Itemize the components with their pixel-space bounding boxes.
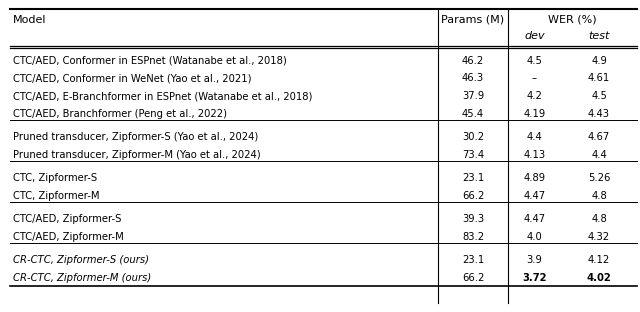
Text: 39.3: 39.3 bbox=[462, 214, 484, 224]
Text: 4.2: 4.2 bbox=[527, 91, 542, 101]
Text: 4.32: 4.32 bbox=[588, 232, 610, 242]
Text: 73.4: 73.4 bbox=[462, 150, 484, 160]
Text: 4.02: 4.02 bbox=[587, 273, 611, 283]
Text: 4.5: 4.5 bbox=[527, 56, 542, 66]
Text: 66.2: 66.2 bbox=[462, 191, 484, 201]
Text: 30.2: 30.2 bbox=[462, 132, 484, 142]
Text: CTC, Zipformer-M: CTC, Zipformer-M bbox=[13, 191, 99, 201]
Text: 3.9: 3.9 bbox=[527, 255, 542, 265]
Text: CTC/AED, E-Branchformer in ESPnet (Watanabe et al., 2018): CTC/AED, E-Branchformer in ESPnet (Watan… bbox=[13, 91, 312, 101]
Text: Params (M): Params (M) bbox=[442, 15, 504, 25]
Text: 4.0: 4.0 bbox=[527, 232, 542, 242]
Text: 4.43: 4.43 bbox=[588, 109, 610, 119]
Text: 4.8: 4.8 bbox=[591, 191, 607, 201]
Text: 46.2: 46.2 bbox=[462, 56, 484, 66]
Text: CR-CTC, Zipformer-M (ours): CR-CTC, Zipformer-M (ours) bbox=[13, 273, 151, 283]
Text: 4.4: 4.4 bbox=[527, 132, 542, 142]
Text: 4.61: 4.61 bbox=[588, 73, 610, 83]
Text: Pruned transducer, Zipformer-S (Yao et al., 2024): Pruned transducer, Zipformer-S (Yao et a… bbox=[13, 132, 258, 142]
Text: 4.5: 4.5 bbox=[591, 91, 607, 101]
Text: CTC/AED, Conformer in ESPnet (Watanabe et al., 2018): CTC/AED, Conformer in ESPnet (Watanabe e… bbox=[13, 56, 287, 66]
Text: 23.1: 23.1 bbox=[462, 255, 484, 265]
Text: 3.72: 3.72 bbox=[522, 273, 547, 283]
Text: CTC/AED, Zipformer-M: CTC/AED, Zipformer-M bbox=[13, 232, 124, 242]
Text: WER (%): WER (%) bbox=[548, 15, 596, 25]
Text: 4.4: 4.4 bbox=[591, 150, 607, 160]
Text: 4.12: 4.12 bbox=[588, 255, 610, 265]
Text: Pruned transducer, Zipformer-M (Yao et al., 2024): Pruned transducer, Zipformer-M (Yao et a… bbox=[13, 150, 260, 160]
Text: 4.13: 4.13 bbox=[524, 150, 545, 160]
Text: 23.1: 23.1 bbox=[462, 173, 484, 183]
Text: 83.2: 83.2 bbox=[462, 232, 484, 242]
Text: 5.26: 5.26 bbox=[588, 173, 610, 183]
Text: 4.67: 4.67 bbox=[588, 132, 610, 142]
Text: CTC/AED, Conformer in WeNet (Yao et al., 2021): CTC/AED, Conformer in WeNet (Yao et al.,… bbox=[13, 73, 252, 83]
Text: 45.4: 45.4 bbox=[462, 109, 484, 119]
Text: 4.19: 4.19 bbox=[524, 109, 545, 119]
Text: 4.47: 4.47 bbox=[524, 191, 545, 201]
Text: 66.2: 66.2 bbox=[462, 273, 484, 283]
Text: CTC/AED, Branchformer (Peng et al., 2022): CTC/AED, Branchformer (Peng et al., 2022… bbox=[13, 109, 227, 119]
Text: –: – bbox=[532, 73, 537, 83]
Text: CTC/AED, Zipformer-S: CTC/AED, Zipformer-S bbox=[13, 214, 121, 224]
Text: 37.9: 37.9 bbox=[462, 91, 484, 101]
Text: Model: Model bbox=[13, 15, 46, 25]
Text: 46.3: 46.3 bbox=[462, 73, 484, 83]
Text: CR-CTC, Zipformer-S (ours): CR-CTC, Zipformer-S (ours) bbox=[13, 255, 149, 265]
Text: dev: dev bbox=[524, 32, 545, 41]
Text: 4.47: 4.47 bbox=[524, 214, 545, 224]
Text: 4.8: 4.8 bbox=[591, 214, 607, 224]
Text: 4.89: 4.89 bbox=[524, 173, 545, 183]
Text: test: test bbox=[588, 32, 610, 41]
Text: 4.9: 4.9 bbox=[591, 56, 607, 66]
Text: CTC, Zipformer-S: CTC, Zipformer-S bbox=[13, 173, 97, 183]
